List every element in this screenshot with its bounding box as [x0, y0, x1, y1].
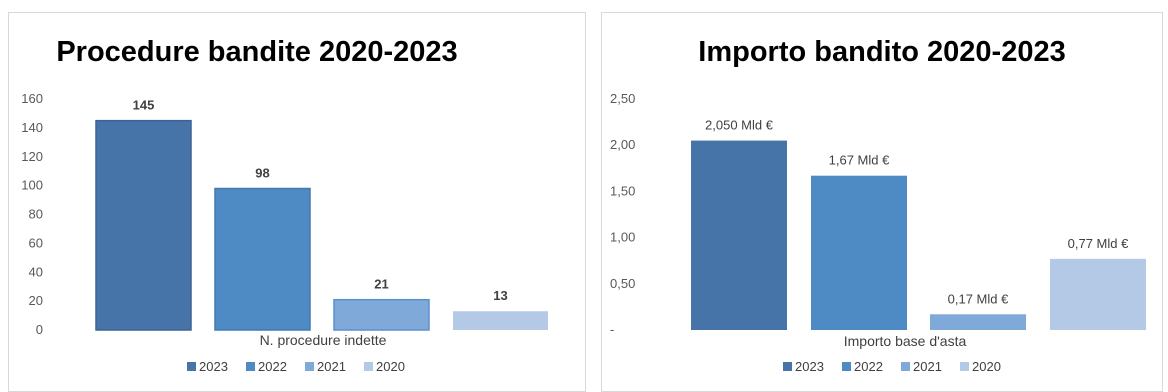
legend-label-2020: 2020 [972, 359, 1001, 374]
y-tick-label: 80 [29, 207, 43, 222]
y-tick-label: 1,00 [610, 230, 635, 245]
bar-2022 [214, 187, 311, 331]
legend-label-2020: 2020 [376, 359, 405, 374]
y-tick-label: 0 [36, 322, 43, 337]
legend-label-2022: 2022 [854, 359, 883, 374]
chart-title: Importo bandito 2020-2023 [698, 36, 1065, 68]
data-label-2023: 2,050 Mld € [705, 118, 774, 133]
data-labels: 2,050 Mld € 1,67 Mld € 0,17 Mld € 0,77 Mld … [705, 118, 1129, 307]
y-tick-label: 0,50 [610, 276, 635, 291]
bar-2020 [453, 311, 548, 330]
y-tick-label: 120 [21, 149, 43, 164]
bar-2023 [691, 140, 787, 330]
bars [691, 140, 1146, 330]
legend-swatch-2022 [842, 362, 851, 371]
x-axis-label: Importo base d'asta [844, 333, 967, 349]
legend-label-2023: 2023 [795, 359, 824, 374]
y-tick-label: 20 [29, 293, 43, 308]
legend-label-2022: 2022 [258, 359, 287, 374]
legend-label-2023: 2023 [199, 359, 228, 374]
bars [95, 119, 548, 331]
y-axis: 0 20 40 60 80 100 120 140 160 [21, 91, 43, 337]
y-tick-label: 2,50 [610, 91, 635, 106]
chart-title: Procedure bandite 2020-2023 [56, 36, 457, 68]
legend-swatch-2022 [246, 362, 255, 371]
legend-swatch-2021 [305, 362, 314, 371]
legend-label-2021: 2021 [913, 359, 942, 374]
y-tick-label: 100 [21, 178, 43, 193]
bar-2023 [95, 119, 192, 331]
chart-panel-importo: Importo bandito 2020-2023 - 0,50 1,00 1,50 2… [601, 12, 1163, 392]
chart-panel-procedure: Procedure bandite 2020-2023 0 20 40 60 80 100… [8, 12, 586, 392]
x-axis-label: N. procedure indette [260, 332, 387, 348]
data-label-2022: 98 [255, 166, 269, 181]
legend-swatch-2021 [901, 362, 910, 371]
data-label-2021: 0,17 Mld € [948, 291, 1009, 306]
data-label-2020: 0,77 Mld € [1068, 236, 1129, 251]
chart-importo-svg: Importo bandito 2020-2023 - 0,50 1,00 1,50 2… [610, 36, 1146, 374]
legend-label-2021: 2021 [317, 359, 346, 374]
y-tick-label: 1,50 [610, 183, 635, 198]
data-labels: 145 98 21 13 [133, 98, 508, 304]
legend: 2023 2022 2021 2020 [783, 359, 1001, 374]
y-tick-label: 140 [21, 120, 43, 135]
bar-2021 [333, 298, 430, 331]
legend: 2023 2022 2021 2020 [187, 359, 405, 374]
y-tick-label: 160 [21, 91, 43, 106]
legend-swatch-2023 [187, 362, 196, 371]
legend-swatch-2020 [960, 362, 969, 371]
data-label-2020: 13 [493, 288, 507, 303]
chart-procedure-svg: Procedure bandite 2020-2023 0 20 40 60 80 100… [21, 36, 548, 374]
legend-swatch-2020 [364, 362, 373, 371]
y-tick-label: 2,00 [610, 137, 635, 152]
y-tick-label: 40 [29, 264, 43, 279]
bar-2020 [1050, 258, 1146, 330]
bar-2022 [811, 175, 907, 330]
data-label-2021: 21 [374, 277, 388, 292]
legend-swatch-2023 [783, 362, 792, 371]
data-label-2022: 1,67 Mld € [829, 153, 890, 168]
y-axis: - 0,50 1,00 1,50 2,00 2,50 [610, 91, 635, 337]
bar-2021 [930, 314, 1026, 330]
y-tick-label: - [610, 322, 614, 337]
data-label-2023: 145 [133, 98, 155, 113]
y-tick-label: 60 [29, 235, 43, 250]
